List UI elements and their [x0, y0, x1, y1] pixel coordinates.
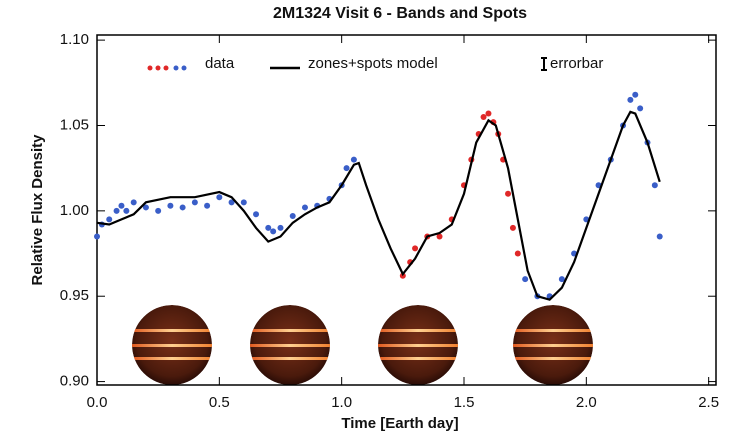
legend-swatch — [181, 65, 187, 71]
data-point — [514, 250, 521, 257]
x-tick-label: 2.0 — [576, 394, 597, 411]
y-axis-label: Relative Flux Density — [29, 134, 46, 286]
legend-label: errorbar — [550, 55, 603, 72]
data-point — [505, 190, 512, 197]
x-tick-label: 0.0 — [87, 394, 108, 411]
data-point — [94, 233, 100, 240]
data-point — [265, 224, 272, 231]
data-point — [485, 110, 492, 117]
x-axis-label: Time [Earth day] — [341, 415, 458, 432]
legend-swatch — [147, 65, 153, 71]
data-point — [343, 165, 350, 172]
data-point — [113, 207, 120, 214]
data-point — [656, 233, 663, 240]
model-line — [96, 110, 661, 301]
legend-label: data — [205, 55, 235, 72]
data-point — [142, 204, 149, 211]
data-point — [289, 212, 296, 219]
legend: data zones+spots model errorbar — [147, 55, 603, 72]
data-point — [118, 202, 125, 209]
data-point — [240, 199, 247, 206]
planet-image — [513, 305, 593, 385]
x-tick-label: 2.5 — [698, 394, 719, 411]
y-tick-label: 0.90 — [60, 373, 89, 390]
data-point — [253, 211, 260, 218]
y-tick-label: 1.05 — [60, 116, 89, 133]
planet-image — [378, 305, 458, 385]
data-point — [106, 216, 113, 223]
x-tick-label: 0.5 — [209, 394, 230, 411]
data-point — [480, 113, 487, 120]
legend-label: zones+spots model — [308, 55, 438, 72]
data-point — [204, 202, 211, 209]
data-point — [301, 204, 308, 211]
data-point — [350, 156, 357, 163]
planet-image — [250, 305, 330, 385]
data-point — [436, 233, 443, 240]
data-point — [191, 199, 198, 206]
x-tick-label: 1.0 — [331, 394, 352, 411]
data-point — [637, 105, 644, 112]
data-point — [270, 228, 277, 235]
y-tick-label: 1.00 — [60, 202, 89, 219]
legend-swatch — [173, 65, 179, 71]
chart-title: 2M1324 Visit 6 - Bands and Spots — [273, 5, 527, 22]
data-point — [123, 207, 130, 214]
data-point — [130, 199, 137, 206]
data-point — [155, 207, 162, 214]
x-tick-label: 1.5 — [454, 394, 475, 411]
data-point — [627, 96, 634, 103]
data-point — [167, 202, 174, 209]
data-point — [179, 204, 186, 211]
data-point — [522, 276, 529, 283]
data-point — [632, 91, 639, 98]
data-point — [558, 276, 565, 283]
planets — [132, 305, 593, 385]
planet-image — [132, 305, 212, 385]
plot-frame — [96, 34, 717, 386]
errorbar-symbol — [541, 57, 547, 71]
y-tick-label: 0.95 — [60, 287, 89, 304]
data-point — [412, 245, 419, 252]
data-point — [216, 194, 223, 201]
legend-swatch — [163, 65, 169, 71]
legend-swatch — [155, 65, 161, 71]
data-point — [228, 199, 235, 206]
y-tick-label: 1.10 — [60, 31, 89, 48]
data-point — [509, 224, 516, 231]
data-point — [651, 182, 658, 189]
data-point — [277, 224, 284, 231]
